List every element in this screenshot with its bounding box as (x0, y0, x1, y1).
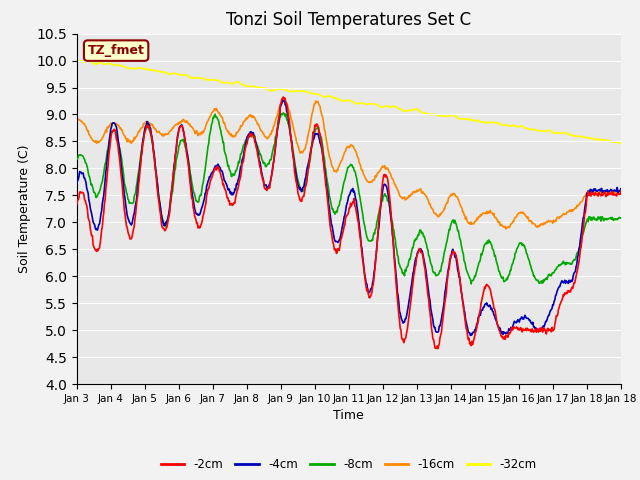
Y-axis label: Soil Temperature (C): Soil Temperature (C) (18, 144, 31, 273)
Text: TZ_fmet: TZ_fmet (88, 44, 145, 57)
Title: Tonzi Soil Temperatures Set C: Tonzi Soil Temperatures Set C (226, 11, 472, 29)
X-axis label: Time: Time (333, 409, 364, 422)
Legend: -2cm, -4cm, -8cm, -16cm, -32cm: -2cm, -4cm, -8cm, -16cm, -32cm (156, 453, 541, 475)
